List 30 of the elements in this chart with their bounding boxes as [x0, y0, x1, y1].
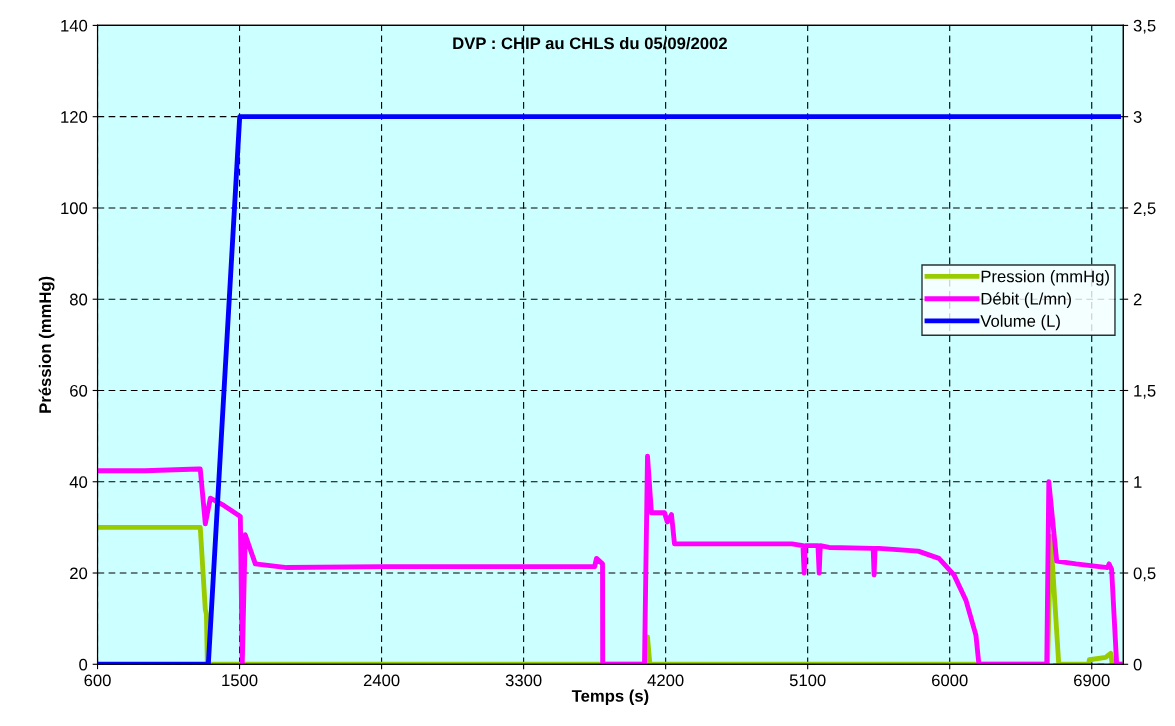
legend-label: Débit (L/mn)	[981, 292, 1071, 308]
y2-tick-label: 0,5	[1133, 567, 1156, 582]
x-axis-title: Temps (s)	[571, 689, 649, 706]
y2-tick-label: 2,5	[1133, 202, 1156, 217]
legend-label: Pression (mmHg)	[981, 270, 1109, 286]
y2-tick-label: 2	[1133, 293, 1142, 306]
x-tick-label: 3300	[505, 674, 542, 687]
y2-tick-label: 3,5	[1133, 19, 1156, 34]
x-tick-label: 1500	[222, 674, 258, 687]
x-tick-label: 5100	[789, 674, 826, 687]
y2-tick-label: 1	[1134, 476, 1142, 488]
y-tick-label: 80	[69, 293, 88, 306]
y-tick-label: 20	[70, 567, 88, 580]
y-tick-label: 140	[61, 19, 88, 32]
y-tick-label: 60	[70, 384, 88, 397]
y-tick-label: 120	[61, 111, 88, 123]
y-tick-label: 40	[69, 476, 88, 488]
x-tick-label: 4200	[647, 674, 684, 687]
y-tick-label: 0	[79, 658, 88, 671]
legend-label: Volume (L)	[980, 314, 1060, 331]
x-tick-label: 6000	[932, 674, 968, 687]
x-tick-label: 2400	[363, 674, 400, 687]
y2-tick-label: 0	[1133, 658, 1142, 671]
x-tick-label: 600	[84, 674, 111, 687]
y2-tick-label: 1,5	[1134, 385, 1156, 399]
y2-tick-label: 3	[1133, 111, 1142, 123]
text: DVP : CHIP au CHLS du 05/09/2002	[453, 36, 727, 50]
y-tick-label: 100	[61, 202, 88, 215]
y-axis-title: Préssion (mmHg)	[38, 276, 55, 413]
x-tick-label: 6900	[1074, 674, 1110, 687]
